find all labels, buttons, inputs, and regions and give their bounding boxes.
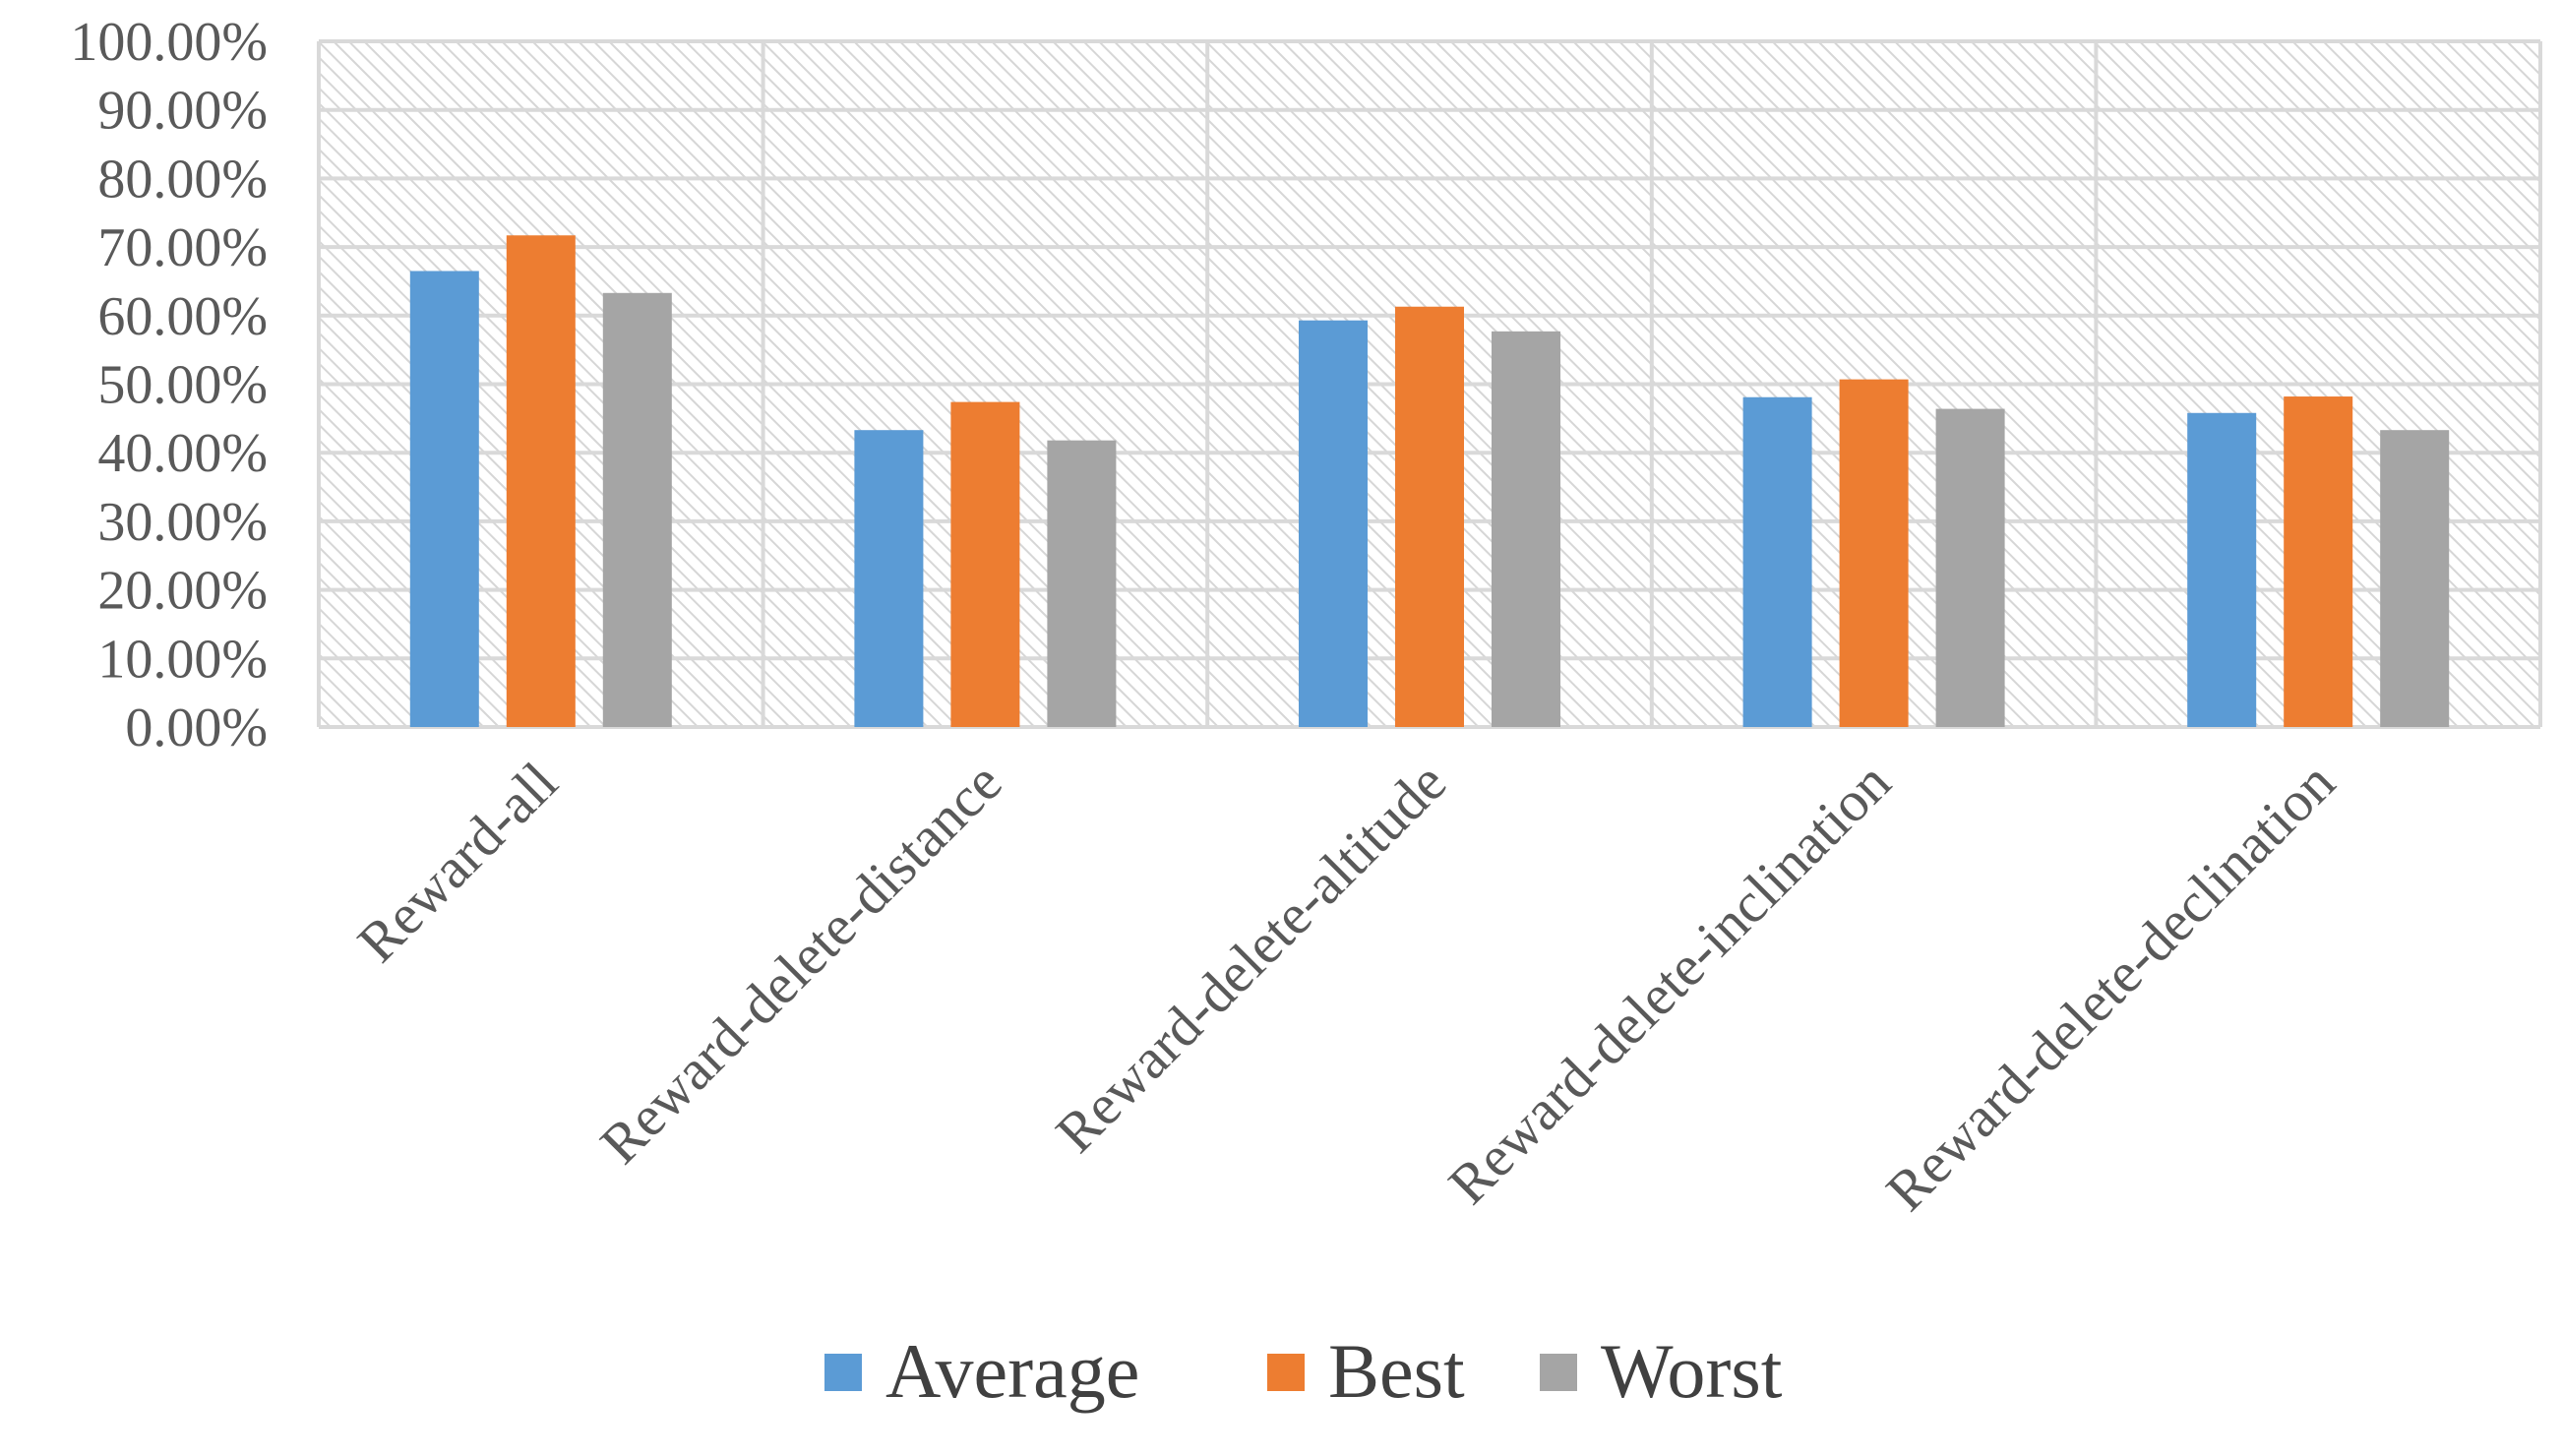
legend-swatch-worst: [1540, 1354, 1577, 1391]
legend-swatch-average: [824, 1354, 862, 1391]
y-tick-label: 40.00%: [97, 423, 268, 484]
bar-best-2: [950, 401, 1020, 727]
legend-label-average: Average: [885, 1328, 1139, 1414]
y-tick-label: 100.00%: [70, 12, 268, 73]
legend-label-worst: Worst: [1601, 1328, 1783, 1414]
bar-worst-5: [2380, 430, 2450, 727]
x-axis-tick-labels: Reward-all Reward-delete-distance Reward-d…: [345, 750, 2348, 1223]
bar-worst-4: [1935, 408, 2005, 727]
y-tick-label: 30.00%: [97, 492, 268, 553]
legend-swatch-best: [1267, 1354, 1305, 1391]
y-tick-label: 0.00%: [125, 698, 268, 758]
bar-worst-1: [602, 292, 672, 727]
x-tick-label: Reward-delete-declination: [1873, 750, 2347, 1223]
bar-average-5: [2187, 412, 2257, 727]
x-tick-label: Reward-delete-altitude: [1043, 750, 1458, 1165]
x-tick-label: Reward-all: [345, 750, 570, 974]
bar-worst-3: [1492, 331, 1560, 727]
bar-best-4: [1839, 379, 1909, 727]
bar-worst-2: [1047, 440, 1117, 727]
legend-label-best: Best: [1328, 1328, 1465, 1414]
bar-average-1: [409, 271, 479, 727]
legend: Average Best Worst: [824, 1328, 1783, 1414]
y-tick-label: 20.00%: [97, 561, 268, 622]
bar-average-4: [1742, 396, 1812, 727]
y-tick-label: 70.00%: [97, 217, 268, 278]
bar-best-5: [2284, 396, 2353, 727]
bars: [409, 235, 2450, 727]
y-tick-label: 10.00%: [97, 629, 268, 690]
bar-average-3: [1299, 320, 1368, 727]
x-tick-label: Reward-delete-distance: [587, 750, 1013, 1176]
x-tick-label: Reward-delete-inclination: [1436, 750, 1903, 1216]
bar-average-2: [854, 430, 924, 727]
y-tick-label: 60.00%: [97, 286, 268, 347]
bar-best-3: [1395, 306, 1464, 727]
y-tick-label: 90.00%: [97, 81, 268, 142]
y-tick-label: 50.00%: [97, 355, 268, 416]
y-axis-tick-labels: 0.00% 10.00% 20.00% 30.00% 40.00% 50.00% 60.00…: [70, 12, 268, 758]
y-tick-label: 80.00%: [97, 149, 268, 210]
bar-best-1: [506, 235, 576, 727]
